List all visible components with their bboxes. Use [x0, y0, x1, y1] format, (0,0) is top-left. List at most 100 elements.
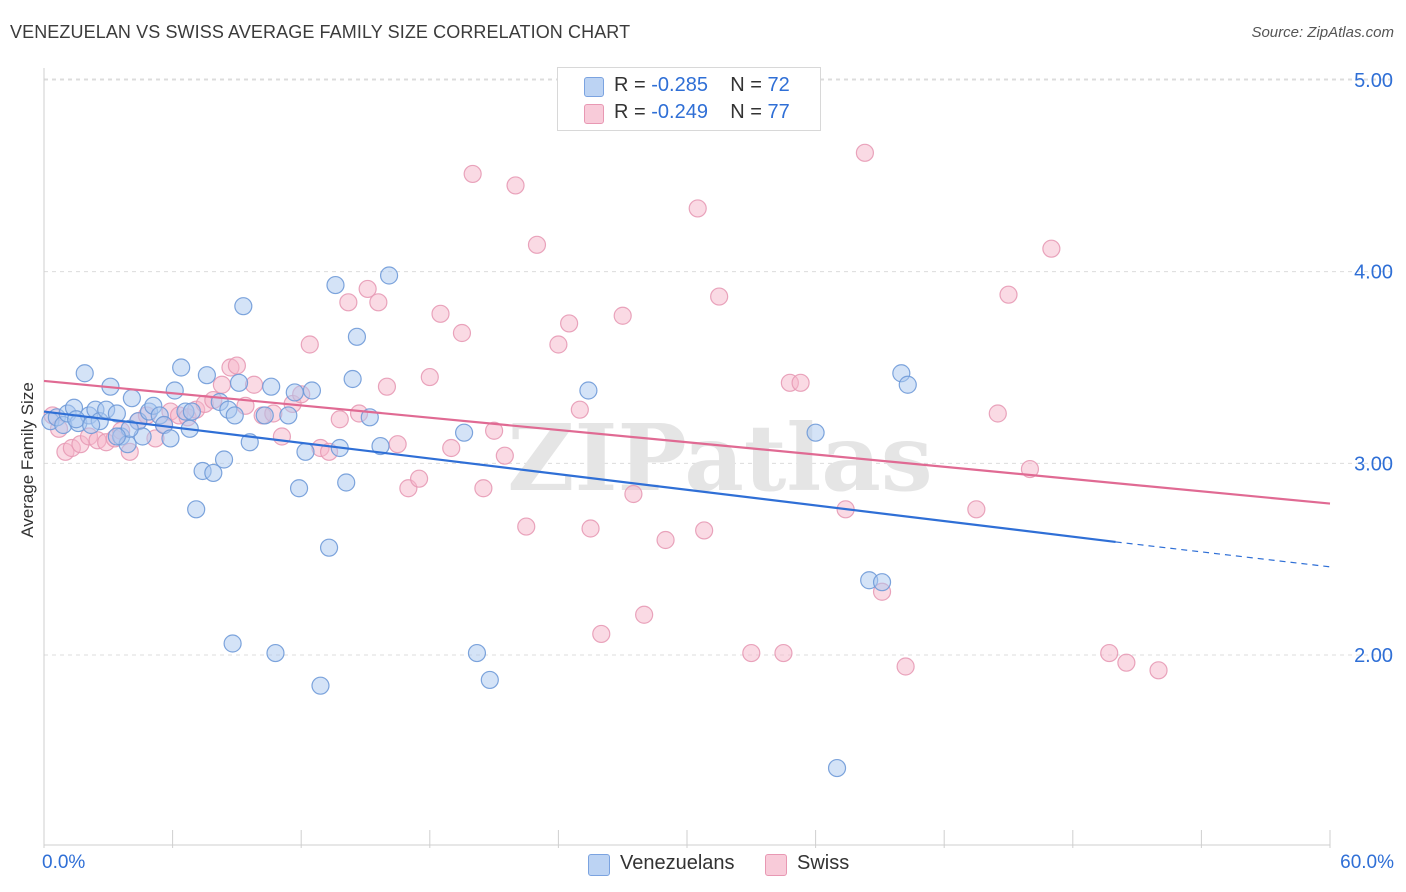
swiss-point: [212, 375, 231, 394]
venezuelan-trend-extension: [1115, 541, 1331, 568]
venezuelan-point: [371, 436, 390, 456]
y-tick-labels: 2.00 3.00 4.00 5.00: [1354, 70, 1393, 667]
swiss-point: [742, 643, 761, 663]
swiss-point: [656, 530, 675, 550]
venezuelan-point: [165, 381, 184, 400]
swiss-point: [227, 356, 246, 375]
venezuelan-point: [337, 473, 356, 492]
swiss-point: [474, 479, 493, 498]
swiss-point: [339, 293, 358, 312]
r-value: -0.285: [651, 74, 708, 96]
swiss-point: [581, 519, 600, 538]
swiss-point: [431, 304, 450, 323]
swiss-point: [485, 421, 504, 440]
swiss-point: [570, 400, 589, 419]
venezuelan-point: [347, 327, 367, 346]
swiss-point: [300, 335, 319, 354]
venezuelan-point: [454, 423, 474, 442]
n-value: 77: [767, 101, 790, 123]
swiss-point: [1117, 653, 1136, 672]
swiss-point: [624, 484, 643, 504]
swiss-point: [388, 435, 407, 454]
x-tick-max: 60.0%: [1340, 852, 1394, 873]
swiss-point: [1100, 643, 1119, 663]
venezuelan-point: [262, 377, 281, 396]
watermark: ZIPatlas: [507, 404, 932, 512]
swiss-point: [560, 314, 579, 333]
legend-label: Swiss: [797, 852, 850, 874]
swiss-point: [527, 235, 547, 254]
swiss-point: [463, 164, 482, 184]
swiss-point: [495, 446, 514, 465]
swiss-point: [330, 410, 349, 429]
swiss-point: [506, 176, 525, 195]
venezuelan-point: [285, 383, 304, 402]
venezuelan-point: [229, 373, 249, 392]
venezuelan-point: [107, 427, 126, 446]
trend-lines: [43, 379, 1331, 568]
swiss-point: [1020, 459, 1040, 479]
correlation-legend: R = -0.285 N = 72 R = -0.249 N = 77: [557, 67, 821, 131]
axes: [43, 68, 1331, 848]
n-value: 72: [767, 74, 790, 96]
venezuelan-point: [223, 634, 242, 653]
swiss-point: [855, 143, 874, 162]
chart-title: VENEZUELAN VS SWISS AVERAGE FAMILY SIZE …: [10, 22, 631, 42]
swiss-point: [774, 643, 793, 663]
n-label: N =: [730, 74, 768, 96]
swiss-point: [452, 323, 472, 343]
y-tick-label: 2.00: [1354, 645, 1393, 667]
venezuelan-point: [266, 643, 285, 663]
y-tick-label: 3.00: [1354, 453, 1393, 475]
y-axis-label: Average Family Size: [18, 382, 37, 538]
swiss-point: [688, 199, 707, 218]
venezuelan-point: [480, 670, 499, 690]
swiss-point: [999, 285, 1018, 304]
venezuelan-point: [379, 266, 399, 285]
venezuelan-point: [182, 402, 201, 421]
legend-swatch-blue: [584, 77, 604, 97]
swiss-point: [517, 517, 536, 536]
venezuelan-point: [122, 389, 141, 408]
venezuelan-point: [467, 643, 487, 663]
venezuelan-point: [107, 404, 126, 423]
venezuelan-point: [302, 381, 322, 400]
venezuelan-point: [311, 676, 330, 695]
swiss-point: [967, 500, 986, 519]
venezuelan-point: [827, 758, 847, 778]
legend-swatch-pink: [584, 104, 604, 124]
venezuelan-point: [187, 500, 206, 519]
venezuelan-point: [326, 275, 345, 295]
source-label: Source: ZipAtlas.com: [1251, 24, 1394, 41]
swiss-point: [695, 521, 714, 540]
r-label: R =: [614, 101, 652, 123]
gridlines: [44, 78, 1392, 656]
venezuelan-point: [898, 375, 917, 394]
swiss-point: [272, 427, 292, 446]
venezuelan-point: [172, 358, 191, 377]
r-value: -0.249: [651, 101, 708, 123]
venezuelan-point: [289, 479, 309, 498]
venezuelan-point: [225, 406, 244, 425]
venezuelan-point: [234, 297, 253, 316]
venezuelan-point: [75, 364, 94, 383]
venezuelan-point: [255, 406, 274, 425]
venezuelan-point: [279, 406, 298, 425]
venezuelan-point: [806, 423, 825, 442]
venezuelan-point: [197, 366, 216, 385]
venezuelan-point: [319, 538, 339, 557]
venezuelan-point: [343, 369, 362, 389]
swiss-point: [409, 469, 429, 488]
swiss-point: [244, 375, 264, 394]
legend-swatch-blue: [588, 854, 610, 876]
venezuelan-point: [204, 463, 223, 483]
swiss-point: [1042, 239, 1061, 258]
x-tick-min: 0.0%: [42, 852, 86, 873]
swiss-point: [1149, 661, 1168, 680]
venezuelan-trend-line: [43, 410, 1116, 544]
swiss-point: [358, 279, 377, 299]
r-label: R =: [614, 74, 652, 96]
venezuelan-point: [872, 573, 892, 592]
y-tick-label: 5.00: [1354, 70, 1393, 92]
